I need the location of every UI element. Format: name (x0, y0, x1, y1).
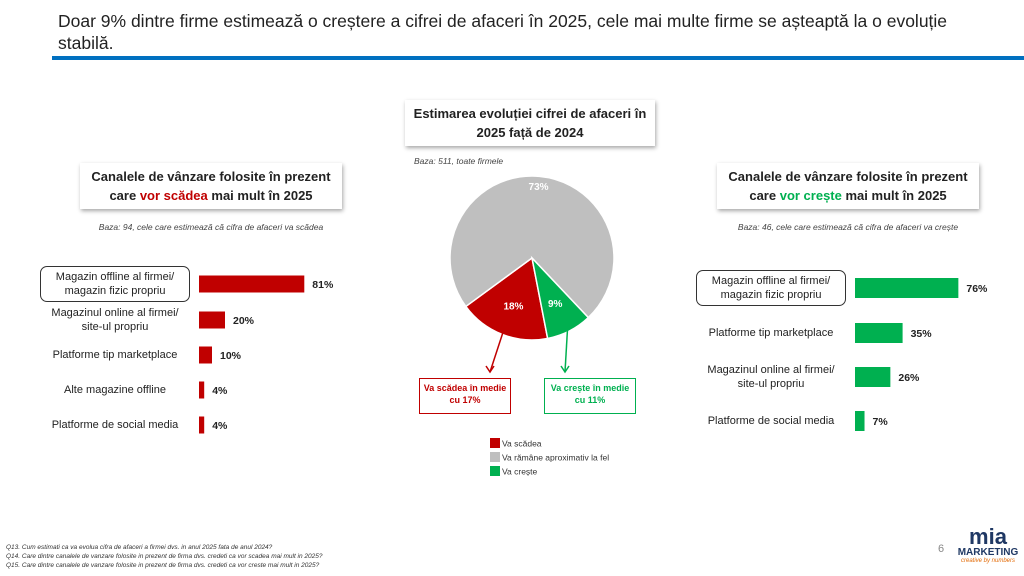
title-highlight: vor scădea (139, 188, 208, 203)
logo-name: mia (969, 524, 1007, 549)
value-label: 7% (873, 416, 889, 428)
category-label: Platforme de social media (51, 419, 179, 431)
bar (199, 381, 205, 399)
title-part: Canalele de vânzare folosite în prezent … (728, 169, 968, 203)
bar (199, 275, 305, 293)
category-label: Platforme tip marketplace (52, 349, 178, 361)
legend-swatch (490, 438, 500, 448)
category-label: Magazin offline al firmei/ magazin fizic… (40, 266, 190, 302)
category-label: Alte magazine offline (64, 384, 166, 396)
category-label: Platforme de social media (707, 415, 835, 427)
title-part: mai mult în 2025 (211, 188, 313, 203)
bar (855, 323, 903, 343)
footnote: Q13. Cum estimati ca va evolua cifra de … (6, 544, 273, 551)
logo-tagline: creative by numbers (960, 558, 1016, 564)
bar (199, 346, 212, 364)
pie-slice (449, 175, 615, 319)
bar (855, 367, 891, 387)
value-label: 35% (911, 328, 933, 340)
title-part: mai mult în 2025 (845, 188, 947, 203)
pie-slice (530, 255, 590, 340)
bar (199, 311, 225, 329)
chart-title: Canalele de vânzare folosite în prezent … (717, 163, 979, 209)
value-label: 26% (898, 372, 920, 384)
category-label: Platforme tip marketplace (708, 327, 834, 339)
legend-label: Va rămâne aproximativ la fel (502, 453, 609, 463)
category-label: Magazin offline al firmei/ magazin fizic… (696, 270, 846, 306)
slide-title: Doar 9% dintre firme estimează o creșter… (58, 11, 948, 53)
base-note: Baza: 46, cele care estimează că cifra d… (737, 222, 959, 232)
bar (199, 416, 205, 434)
title-rule (52, 56, 1024, 60)
footnote: Q15. Care dintre canalele de vanzare fol… (6, 562, 320, 569)
page-number: 6 (938, 543, 945, 555)
annotation-arrow (564, 327, 569, 373)
category-label: Magazinul online al firmei/ site-ul prop… (707, 364, 835, 390)
base-note: Baza: 94, cele care estimează că cifra d… (98, 222, 324, 232)
legend-label: Va crește (502, 467, 538, 477)
chart-title: Estimarea evoluției cifrei de afaceri în… (405, 100, 655, 146)
legend-swatch (490, 452, 500, 462)
value-label: 4% (212, 420, 228, 432)
bar (855, 411, 865, 431)
arrow-head (560, 365, 570, 374)
chart-title: Canalele de vânzare folosite în prezent … (80, 163, 342, 209)
title-part: Canalele de vânzare folosite în prezent … (91, 169, 331, 203)
title-highlight: vor crește (779, 188, 842, 203)
value-label: 20% (233, 315, 255, 327)
base-note: Baza: 511, toate firmele (414, 156, 504, 166)
value-label: 4% (212, 385, 228, 397)
annotation-arrow (489, 330, 505, 373)
value-label: 81% (312, 279, 334, 291)
category-label: Magazinul online al firmei/ site-ul prop… (51, 307, 179, 333)
annotation: Va scădea în medie cu 17% (419, 378, 511, 414)
slice-label: 9% (548, 299, 563, 310)
logo: mia MARKETING creative by numbers (955, 524, 1021, 565)
legend-label: Va scădea (502, 439, 542, 449)
slice-label: 73% (529, 182, 549, 193)
footnote: Q14. Care dintre canalele de vanzare fol… (6, 553, 323, 560)
arrow-head (485, 365, 495, 374)
value-label: 76% (966, 283, 988, 295)
value-label: 10% (220, 350, 242, 362)
slice-label: 18% (503, 301, 523, 312)
logo-word: MARKETING (957, 547, 1019, 558)
bar (855, 278, 959, 298)
legend-swatch (490, 466, 500, 476)
annotation: Va crește în medie cu 11% (544, 378, 636, 414)
